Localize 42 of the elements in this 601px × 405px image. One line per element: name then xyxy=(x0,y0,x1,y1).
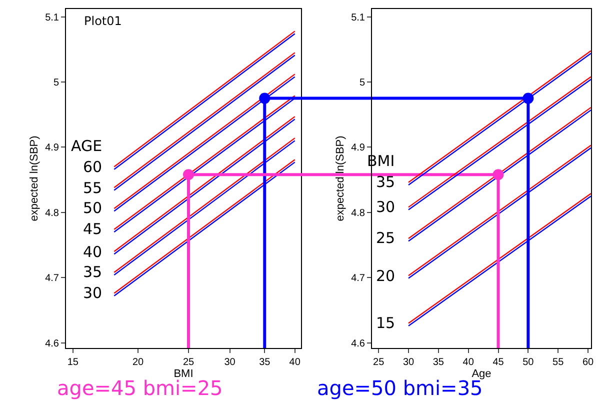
series-label: 20 xyxy=(376,267,396,285)
x-tick-label: 60 xyxy=(582,357,594,368)
x-tick-label: 30 xyxy=(402,357,414,368)
x-tick-label: 35 xyxy=(259,357,271,368)
x-tick-label: 20 xyxy=(132,357,144,368)
y-tick-label: 5 xyxy=(53,78,60,89)
x-tick-label: 15 xyxy=(67,357,79,368)
y-tick-label: 5 xyxy=(359,78,366,89)
legend-title: AGE xyxy=(71,137,102,155)
series-label: 30 xyxy=(83,284,102,302)
x-tick-label: 25 xyxy=(373,357,385,368)
chart-title: Plot01 xyxy=(84,14,122,28)
y-tick-label: 4.9 xyxy=(45,142,60,154)
series-label: 35 xyxy=(83,263,102,281)
y-axis-title: expected ln(SBP) xyxy=(334,136,347,222)
y-tick-label: 5.1 xyxy=(351,12,366,24)
series-label: 25 xyxy=(376,229,396,247)
x-tick-label: 55 xyxy=(552,357,564,368)
series-label: 45 xyxy=(83,220,102,238)
y-tick-label: 4.8 xyxy=(351,208,366,219)
y-tick-label: 4.7 xyxy=(45,273,60,284)
x-tick-label: 50 xyxy=(522,357,534,368)
y-tick-label: 4.8 xyxy=(45,208,60,219)
y-tick-label: 4.6 xyxy=(45,338,60,350)
x-tick-label: 40 xyxy=(462,357,474,368)
y-tick-label: 4.6 xyxy=(351,338,366,350)
series-label: 50 xyxy=(83,199,102,217)
x-tick-label: 40 xyxy=(289,357,301,368)
series-label: 40 xyxy=(83,243,102,261)
series-label: 30 xyxy=(376,198,396,216)
x-tick-label: 30 xyxy=(224,357,236,368)
series-label: 60 xyxy=(83,158,102,176)
series-label: 35 xyxy=(376,173,396,191)
y-axis-title: expected ln(SBP) xyxy=(28,136,41,222)
x-tick-label: 45 xyxy=(492,357,504,368)
series-label: 15 xyxy=(376,314,396,332)
y-tick-label: 5.1 xyxy=(45,12,60,24)
x-tick-label: 25 xyxy=(182,357,194,368)
series-label: 55 xyxy=(83,179,102,197)
x-tick-label: 35 xyxy=(432,357,444,368)
y-tick-label: 4.9 xyxy=(351,142,366,154)
y-tick-label: 4.7 xyxy=(351,273,366,284)
